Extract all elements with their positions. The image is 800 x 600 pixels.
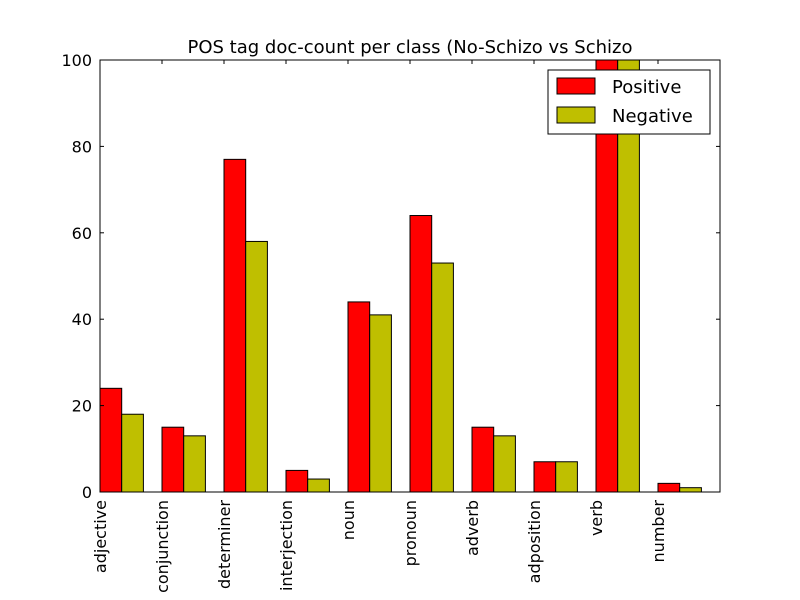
bar-positive-adverb — [471, 426, 495, 493]
x-tick-label-verb: verb — [587, 500, 606, 536]
y-tick-label: 100 — [61, 51, 92, 70]
x-tick-label-conjunction: conjunction — [153, 500, 172, 593]
bar-negative-adjective — [121, 413, 144, 493]
bar-negative-adposition — [555, 461, 578, 493]
bar-negative-pronoun — [431, 262, 454, 493]
y-tick-label: 20 — [72, 397, 92, 416]
y-tick-label: 60 — [72, 224, 92, 243]
legend: Positive Negative — [547, 69, 711, 135]
bar-positive-conjunction — [161, 426, 185, 493]
chart-title: POS tag doc-count per class (No-Schizo v… — [188, 37, 633, 58]
y-tick-label: 40 — [72, 310, 92, 329]
legend-swatch-positive — [556, 77, 596, 95]
x-tick-label-adjective: adjective — [91, 500, 110, 573]
bar-negative-interjection — [307, 478, 330, 493]
bar-negative-noun — [369, 314, 392, 493]
bar-positive-determiner — [223, 158, 247, 493]
x-tick-label-adposition: adposition — [525, 500, 544, 583]
bar-negative-determiner — [245, 240, 268, 493]
y-tick-label: 80 — [72, 137, 92, 156]
x-tick-label-interjection: interjection — [277, 500, 296, 591]
x-tick-label-pronoun: pronoun — [401, 500, 420, 566]
legend-swatch-negative — [556, 106, 596, 124]
x-tick-label-noun: noun — [339, 500, 358, 540]
legend-label-negative: Negative — [612, 106, 693, 127]
bar-positive-adjective — [99, 387, 123, 493]
bar-negative-number — [679, 487, 702, 493]
bar-negative-adverb — [493, 435, 516, 493]
x-tick-label-number: number — [649, 500, 668, 563]
legend-label-positive: Positive — [612, 77, 681, 98]
x-tick-label-adverb: adverb — [463, 500, 482, 556]
bar-positive-adposition — [533, 461, 557, 493]
x-tick-label-determiner: determiner — [215, 500, 234, 589]
bar-positive-pronoun — [409, 215, 433, 493]
bar-positive-number — [657, 482, 681, 493]
bar-positive-noun — [347, 301, 371, 493]
bar-positive-interjection — [285, 469, 309, 493]
y-tick-label: 0 — [82, 483, 92, 502]
bar-negative-conjunction — [183, 435, 206, 493]
